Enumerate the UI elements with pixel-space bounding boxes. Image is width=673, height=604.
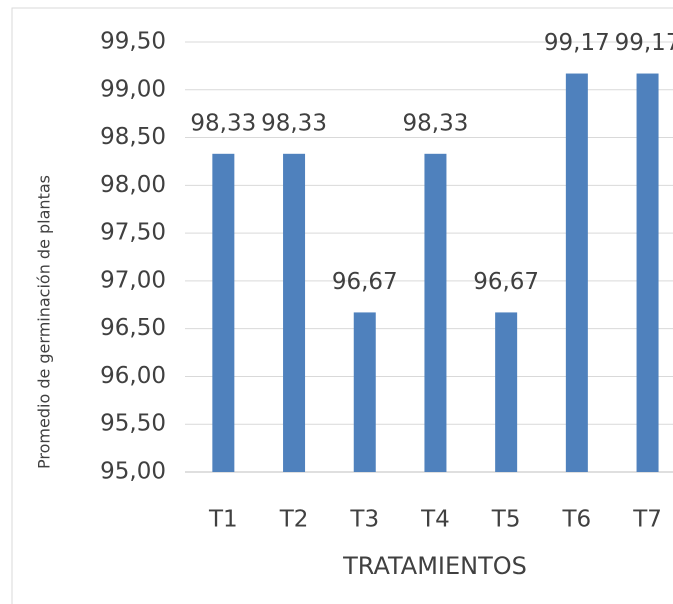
- x-tick-label: T7: [632, 507, 662, 533]
- data-label: 99,17: [544, 30, 610, 56]
- bar: [495, 312, 518, 472]
- y-axis-title: Promedio de germinación de plantas: [35, 175, 54, 469]
- bar: [565, 73, 588, 473]
- y-tick-label: 99,50: [100, 29, 166, 55]
- y-tick-label: 99,00: [100, 76, 166, 102]
- x-tick-label: T5: [491, 507, 521, 533]
- y-tick-label: 98,00: [100, 172, 166, 198]
- x-tick-label: T3: [349, 507, 379, 533]
- y-tick-label: 97,50: [100, 220, 166, 246]
- y-tick-label: 95,50: [100, 411, 166, 437]
- data-label: 99,17: [615, 30, 673, 56]
- bar: [283, 153, 306, 473]
- y-tick-label: 95,00: [100, 459, 166, 485]
- bar: [424, 153, 447, 473]
- bar: [636, 73, 659, 473]
- data-label: 98,33: [403, 110, 469, 136]
- chart-frame: [11, 7, 673, 604]
- x-tick-label: T4: [420, 507, 450, 533]
- bar: [212, 153, 235, 473]
- x-tick-label: T1: [208, 507, 238, 533]
- x-tick-label: T6: [562, 507, 592, 533]
- data-label: 96,67: [332, 269, 398, 295]
- y-tick-label: 96,00: [100, 363, 166, 389]
- x-axis-title: TRATAMIENTOS: [342, 552, 527, 580]
- y-tick-label: 98,50: [100, 124, 166, 150]
- data-label: 96,67: [473, 269, 539, 295]
- data-label: 98,33: [190, 110, 256, 136]
- x-tick-label: T2: [279, 507, 309, 533]
- y-tick-label: 96,50: [100, 315, 166, 341]
- y-tick-label: 97,00: [100, 267, 166, 293]
- bar: [353, 312, 376, 472]
- data-label: 98,33: [261, 110, 327, 136]
